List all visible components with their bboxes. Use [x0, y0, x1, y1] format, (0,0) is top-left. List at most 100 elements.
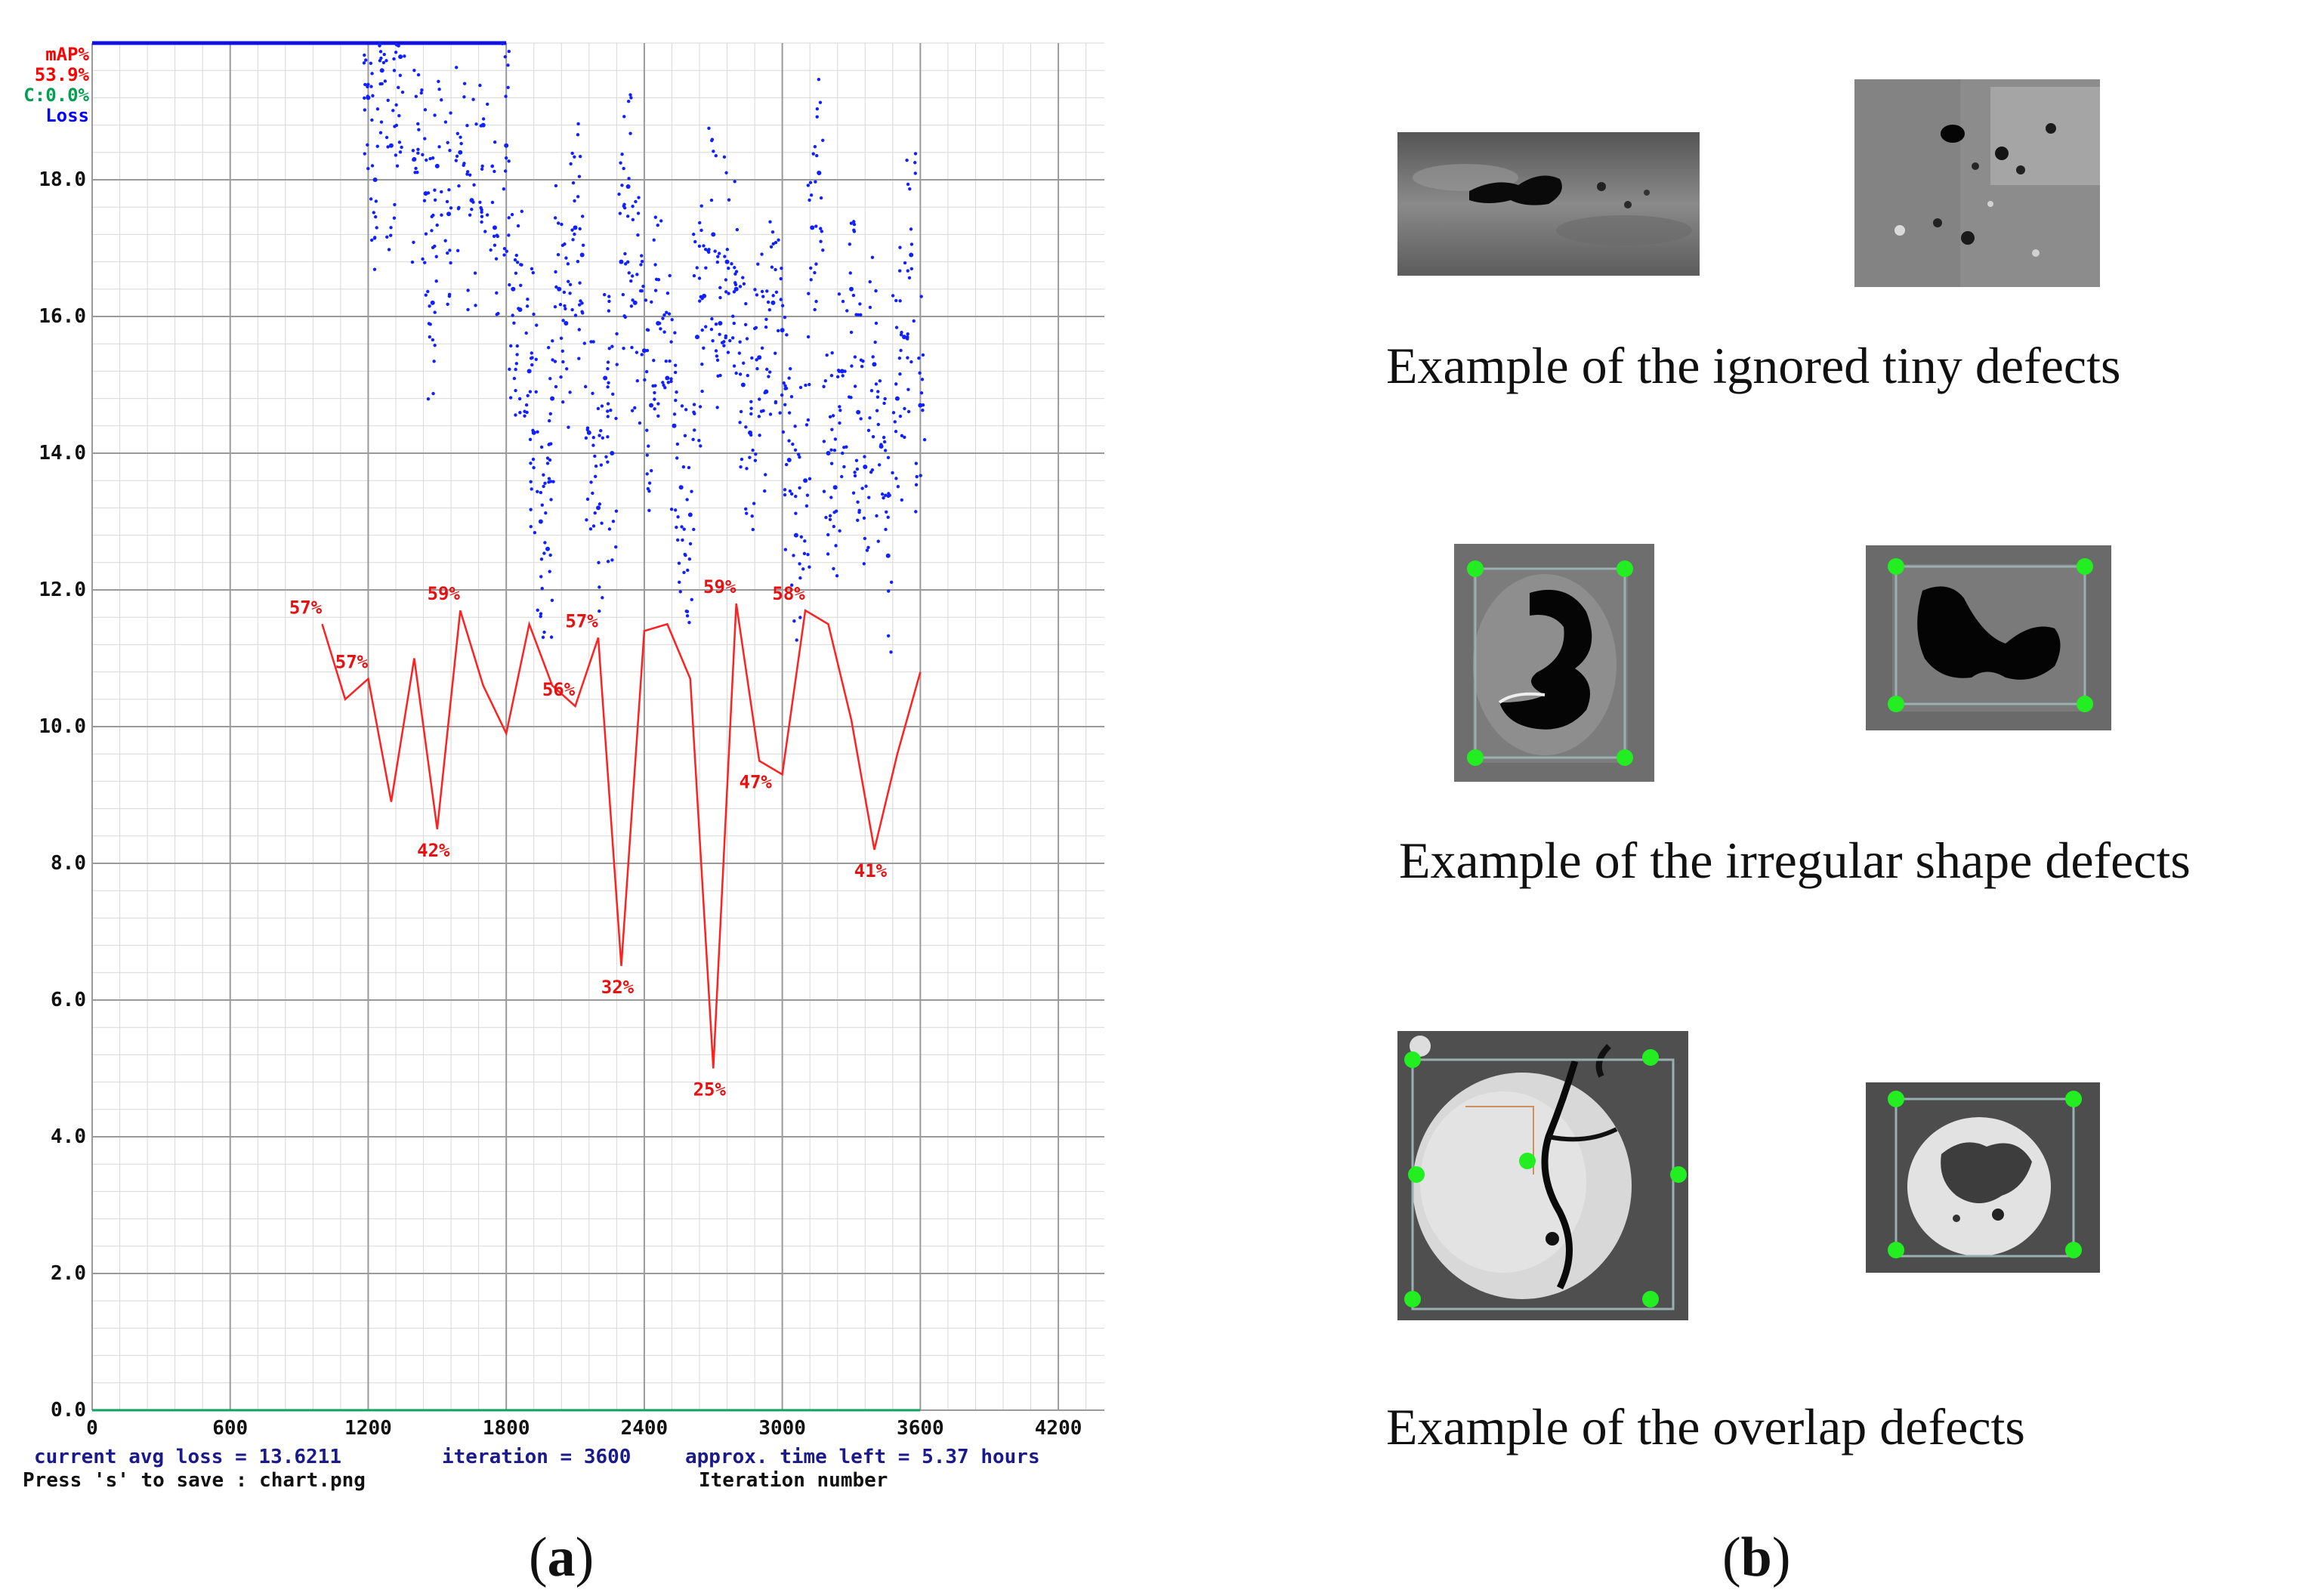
loss-point: [866, 428, 871, 433]
loss-point: [515, 261, 520, 264]
loss-point: [909, 267, 914, 271]
loss-point: [742, 361, 746, 365]
map-value-label: 32%: [601, 977, 635, 998]
loss-point: [596, 505, 601, 511]
loss-point: [700, 389, 704, 394]
loss-point: [680, 525, 684, 529]
loss-point: [623, 315, 627, 320]
loss-point: [431, 156, 435, 160]
loss-point: [838, 421, 841, 425]
loss-point: [718, 321, 723, 326]
loss-point: [868, 416, 872, 420]
map-value-label: 57%: [335, 652, 369, 673]
loss-point: [634, 199, 638, 204]
loss-point: [524, 331, 528, 335]
loss-point: [411, 149, 415, 153]
loss-point: [611, 520, 616, 523]
loss-point: [573, 199, 576, 203]
loss-point: [768, 220, 772, 224]
loss-point: [753, 458, 758, 462]
loss-point: [531, 430, 536, 435]
y-tick-label: 12.0: [39, 579, 86, 601]
loss-point: [656, 278, 661, 282]
loss-point: [886, 515, 890, 520]
loss-point: [507, 49, 511, 54]
loss-point: [870, 255, 875, 259]
loss-point: [913, 171, 917, 175]
loss-point: [690, 489, 693, 493]
loss-point: [606, 460, 610, 464]
loss-point: [536, 489, 539, 494]
loss-point: [766, 300, 770, 304]
loss-point: [480, 208, 483, 211]
loss-point: [591, 436, 595, 440]
loss-point: [749, 400, 753, 403]
loss-point: [653, 407, 656, 411]
loss-point: [760, 252, 764, 256]
loss-point: [730, 262, 733, 266]
loss-point: [842, 465, 846, 469]
loss-point: [669, 377, 673, 381]
loss-point: [514, 253, 519, 258]
loss-point: [531, 270, 535, 275]
loss-point: [538, 519, 543, 524]
loss-point: [424, 232, 428, 236]
loss-point: [715, 358, 720, 362]
loss-point: [743, 323, 748, 326]
loss-point: [863, 465, 868, 470]
loss-point: [868, 279, 872, 284]
marker-dot: [2065, 1091, 2082, 1107]
loss-point: [641, 284, 645, 289]
loss-point: [630, 409, 635, 412]
loss-point: [412, 158, 415, 162]
loss-point: [535, 323, 539, 327]
loss-point: [528, 437, 533, 441]
loss-point: [868, 305, 872, 310]
loss-point: [687, 512, 693, 517]
loss-point: [622, 346, 625, 350]
map-value-label: 56%: [542, 679, 576, 700]
loss-point: [776, 329, 780, 333]
loss-point: [774, 290, 779, 294]
loss-point: [918, 371, 922, 375]
loss-point: [801, 567, 805, 571]
loss-point: [437, 145, 441, 149]
loss-point: [447, 188, 451, 192]
loss-point: [531, 457, 536, 462]
loss-point: [821, 138, 825, 142]
loss-point: [473, 271, 477, 275]
loss-point: [774, 240, 778, 245]
x-tick-label: 1200: [344, 1417, 392, 1440]
loss-point: [907, 276, 912, 280]
loss-point: [672, 412, 677, 416]
loss-point: [649, 403, 654, 408]
chart-grid: [91, 42, 1104, 1411]
loss-point: [852, 220, 856, 224]
loss-point: [777, 238, 780, 242]
loss-point: [389, 226, 393, 230]
loss-point: [398, 150, 403, 154]
loss-point: [874, 382, 879, 386]
loss-point: [894, 382, 898, 386]
loss-point: [921, 403, 925, 407]
loss-point: [673, 331, 677, 335]
overlap-defect-image-2: [1866, 1082, 2100, 1273]
panel-label-b: (b): [1722, 1526, 1790, 1590]
loss-point: [834, 544, 838, 548]
loss-point: [542, 473, 545, 477]
loss-point: [650, 469, 653, 473]
loss-point: [615, 363, 619, 366]
loss-point: [625, 184, 631, 190]
loss-point: [920, 378, 925, 381]
loss-point: [446, 251, 449, 255]
loss-point: [561, 319, 565, 323]
loss-point: [720, 341, 724, 344]
loss-point: [760, 346, 764, 350]
loss-point: [749, 412, 753, 416]
loss-point: [750, 356, 754, 360]
loss-point: [836, 369, 841, 372]
loss-point: [829, 495, 833, 499]
loss-point: [764, 473, 767, 477]
loss-point: [534, 357, 538, 361]
loss-point: [758, 434, 761, 437]
